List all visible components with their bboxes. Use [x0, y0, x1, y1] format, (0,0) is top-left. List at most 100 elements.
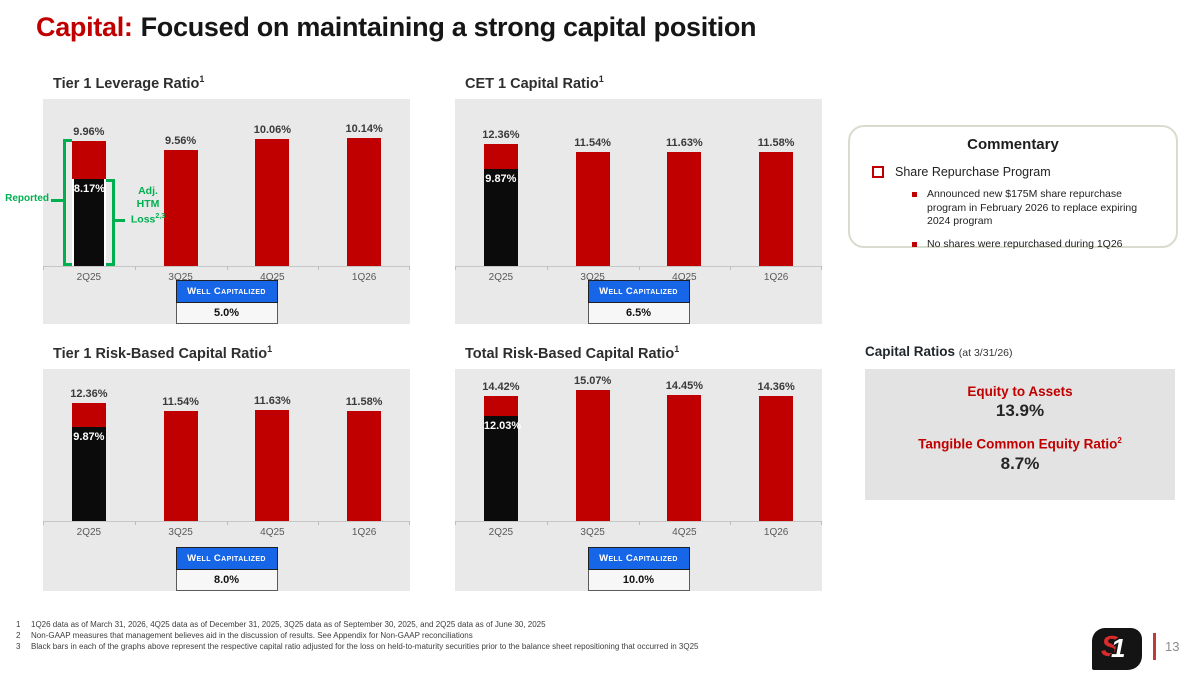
chart-tier1-risk-based-capital-ratio: Tier 1 Risk-Based Capital Ratio1 12.36% 9…: [43, 344, 410, 591]
axis-tick: [638, 265, 640, 270]
x-axis-label: 2Q25: [488, 526, 514, 538]
bar-group-2Q25: 12.36% 9.87%: [43, 369, 135, 521]
bar: [575, 389, 610, 521]
bar-group-3Q25: 15.07%: [547, 369, 639, 521]
bar-value-label: 12.36%: [70, 388, 108, 401]
chart-title-text: Total Risk-Based Capital Ratio: [465, 345, 675, 362]
x-axis-label: 1Q26: [763, 526, 789, 538]
bar-group-4Q25: 10.06%: [227, 99, 319, 266]
capital-ratios-heading: Capital Ratios (at 3/31/26): [865, 344, 1013, 359]
plot-area: 12.36% 9.87% 11.54% 11.63% 11.58% 2Q25 3Q25 4Q…: [455, 98, 822, 324]
chart-tier1-leverage-ratio: Tier 1 Leverage Ratio1 9.96% 8.17% 9.56% 10…: [5, 74, 410, 324]
commentary-sub-bullet-text: Announced new $175M share repurchase pro…: [927, 188, 1138, 228]
axis-tick: [821, 265, 822, 270]
chart-total-risk-based-capital-ratio: Total Risk-Based Capital Ratio1 14.42% 12…: [455, 344, 822, 591]
bar-group-2Q25: 12.36% 9.87%: [455, 99, 547, 266]
commentary-bullet: Share Repurchase Program: [872, 165, 1176, 179]
well-capitalized-badge: Well Capitalized 8.0%: [175, 546, 278, 591]
adjusted-bar-label: 12.03%: [483, 420, 522, 433]
reported-connector: [51, 198, 63, 202]
well-capitalized-label: Well Capitalized: [175, 546, 278, 570]
tangible-common-equity-label: Tangible Common Equity Ratio2: [865, 436, 1175, 452]
well-capitalized-badge: Well Capitalized 10.0%: [587, 546, 690, 591]
well-capitalized-badge: Well Capitalized 6.5%: [587, 279, 690, 324]
footer-divider: [1153, 633, 1156, 660]
reported-bracket: [63, 139, 72, 266]
x-axis-label: 4Q25: [672, 526, 697, 538]
logo-letter-s: S: [1101, 631, 1121, 663]
x-axis-label: 4Q25: [260, 271, 285, 283]
axis-tick: [546, 520, 548, 525]
equity-to-assets-label: Equity to Assets: [967, 384, 1073, 399]
x-axis-label: 3Q25: [168, 526, 193, 538]
bar-group-4Q25: 14.45%: [639, 369, 731, 521]
page-number: 13: [1165, 639, 1180, 654]
square-outline-bullet-icon: [872, 166, 884, 178]
bar: [255, 410, 290, 521]
bar-value-label: 11.54%: [574, 137, 611, 150]
axis-tick: [226, 265, 228, 270]
bar: [667, 395, 702, 521]
page-title-accent: Capital:: [36, 12, 133, 42]
bar-value-label: 14.45%: [665, 380, 704, 393]
bar: [667, 151, 702, 266]
bar-group-1Q26: 11.58%: [730, 99, 822, 266]
bar-group-3Q25: 9.56%: [135, 99, 227, 266]
axis-tick: [730, 520, 732, 525]
axis-tick: [409, 265, 410, 270]
well-capitalized-value: 10.0%: [587, 569, 690, 591]
reported-label: Reported: [5, 192, 49, 204]
adjusted-bar: 8.17%: [71, 178, 106, 266]
footnote-text: 1Q26 data as of March 31, 2026, 4Q25 dat…: [31, 620, 546, 629]
bar: [163, 149, 198, 266]
x-axis-label: 1Q26: [351, 271, 377, 283]
bar-value-label: 11.54%: [162, 396, 199, 409]
capital-ratios-heading-text: Capital Ratios: [865, 344, 956, 359]
commentary-title: Commentary: [967, 136, 1059, 153]
adjusted-bar-label: 9.87%: [485, 172, 517, 185]
chart-title-text: Tier 1 Risk-Based Capital Ratio: [53, 345, 268, 362]
adjusted-bar: 12.03%: [483, 416, 522, 521]
plot-area: 14.42% 12.03% 15.07% 14.45% 14.36% 2Q25 3Q25 4…: [455, 368, 822, 591]
bar-value-label: 14.36%: [757, 381, 795, 394]
bar-value-label: 11.58%: [345, 395, 383, 408]
bar: [575, 152, 610, 266]
footnote: 2 Non-GAAP measures that management belie…: [16, 630, 698, 641]
x-axis-label: 4Q25: [672, 271, 697, 283]
bar-group-4Q25: 11.63%: [227, 369, 319, 521]
chart-title: Tier 1 Risk-Based Capital Ratio1: [53, 344, 410, 362]
bar-value-label: 15.07%: [573, 374, 612, 387]
bar-value-label: 11.58%: [757, 137, 795, 150]
chart-title-footnote-ref: 1: [598, 74, 604, 84]
axis-tick: [134, 520, 136, 525]
bar-group-1Q26: 10.14%: [318, 99, 410, 266]
axis-tick: [409, 520, 410, 525]
commentary-sub-bullet: No shares were repurchased during 1Q26: [912, 238, 1162, 252]
page-title: Capital: Focused on maintaining a strong …: [36, 12, 757, 43]
footnote-text: Black bars in each of the graphs above r…: [31, 642, 699, 652]
bar: [759, 396, 794, 521]
x-axis-label: 3Q25: [168, 271, 193, 283]
footnote: 1 1Q26 data as of March 31, 2026, 4Q25 da…: [16, 619, 698, 630]
footnote-text: Non-GAAP measures that management believ…: [31, 631, 473, 641]
footnotes: 1 1Q26 data as of March 31, 2026, 4Q25 da…: [16, 619, 698, 652]
x-axis-label: 4Q25: [260, 526, 285, 538]
footnote-number: 3: [16, 642, 21, 652]
logo-numeral-one: 1: [1111, 633, 1126, 663]
bar-value-label: 9.96%: [73, 126, 105, 139]
bars-container: 12.36% 9.87% 11.54% 11.63% 11.58%: [43, 369, 410, 521]
adjusted-bar-label: 9.87%: [73, 431, 105, 444]
tangible-common-equity-label-text: Tangible Common Equity Ratio: [918, 436, 1118, 452]
axis-tick: [638, 520, 640, 525]
bar-value-label: 9.56%: [165, 134, 197, 147]
bar: [347, 410, 382, 521]
well-capitalized-label: Well Capitalized: [175, 279, 278, 303]
bar-value-label: 10.14%: [345, 122, 383, 135]
bar-value-label: 12.36%: [482, 129, 520, 142]
bar-group-3Q25: 11.54%: [547, 99, 639, 266]
axis-tick: [455, 520, 456, 525]
axis-tick: [318, 265, 320, 270]
commentary-panel: Commentary Share Repurchase Program Anno…: [848, 125, 1178, 250]
bar: [759, 152, 794, 266]
